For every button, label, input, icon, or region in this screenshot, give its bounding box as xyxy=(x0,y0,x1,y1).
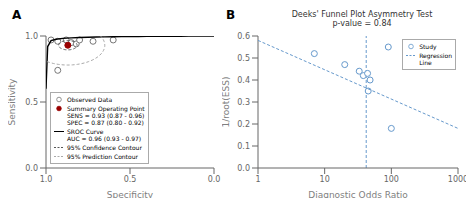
svg-text:1000: 1000 xyxy=(448,175,466,184)
svg-text:0.1: 0.1 xyxy=(237,142,250,151)
svg-text:Sensitivity: Sensitivity xyxy=(8,78,17,126)
svg-text:Diagnostic Odds Ratio: Diagnostic Odds Ratio xyxy=(308,190,408,198)
html-text:Study: Study xyxy=(419,43,437,50)
svg-text:0.0: 0.0 xyxy=(208,175,221,184)
svg-text:1/root(ESS): 1/root(ESS) xyxy=(222,77,231,128)
svg-text:0.0: 0.0 xyxy=(237,164,250,173)
svg-text:1: 1 xyxy=(255,175,260,184)
html-text:Regression Line: Regression Line xyxy=(419,52,452,66)
svg-text:1.0: 1.0 xyxy=(40,175,53,184)
html-text:SROC Curve AUC = 0.96 (0.93 -: SROC Curve AUC = 0.96 (0.93 - 0.97) xyxy=(67,128,142,142)
html-text:A: A xyxy=(12,8,22,22)
html-text:p-value = 0.84: p-value = 0.84 xyxy=(332,19,392,28)
svg-text:100: 100 xyxy=(384,175,399,184)
html-text:Deeks' Funnel Plot Asymmetry T: Deeks' Funnel Plot Asymmetry Test xyxy=(291,10,433,19)
svg-text:0.6: 0.6 xyxy=(237,32,250,41)
html-text:Observed Data: Observed Data xyxy=(67,96,113,103)
html-text:95% Confidence Contour: 95% Confidence Contour xyxy=(67,144,142,151)
html-text:95% Prediction Contour: 95% Prediction Contour xyxy=(67,153,138,160)
svg-text:0.5: 0.5 xyxy=(237,54,250,63)
html-text:Summary Operating Point SENS =: Summary Operating Point SENS = 0.93 (0.8… xyxy=(67,105,145,126)
svg-text:0.2: 0.2 xyxy=(237,120,250,129)
svg-text:0.5: 0.5 xyxy=(25,98,38,107)
html-text:B: B xyxy=(226,8,236,22)
svg-text:0.3: 0.3 xyxy=(237,98,250,107)
svg-text:10: 10 xyxy=(320,175,330,184)
svg-text:Specificity: Specificity xyxy=(107,190,154,198)
svg-text:0.0: 0.0 xyxy=(25,164,38,173)
svg-text:0.5: 0.5 xyxy=(124,175,137,184)
svg-text:0.4: 0.4 xyxy=(237,76,250,85)
svg-text:1.0: 1.0 xyxy=(25,32,38,41)
